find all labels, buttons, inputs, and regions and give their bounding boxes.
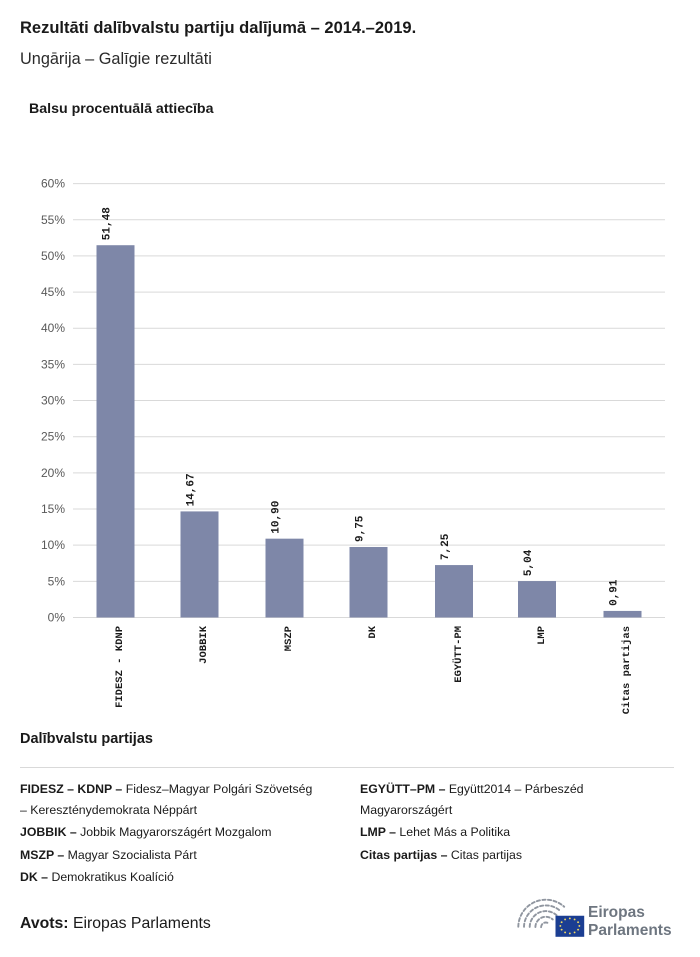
svg-text:10%: 10% xyxy=(41,538,65,552)
svg-text:JOBBIK: JOBBIK xyxy=(198,625,210,664)
svg-text:Citas partijas: Citas partijas xyxy=(621,626,633,714)
svg-text:MSZP: MSZP xyxy=(283,626,295,651)
svg-text:20%: 20% xyxy=(41,466,65,480)
svg-text:25%: 25% xyxy=(41,430,65,444)
svg-text:45%: 45% xyxy=(41,285,65,299)
svg-text:60%: 60% xyxy=(41,177,65,191)
svg-text:EGYÜTT-PM: EGYÜTT-PM xyxy=(452,626,465,683)
svg-text:5%: 5% xyxy=(48,574,66,588)
svg-text:51,48: 51,48 xyxy=(102,207,114,240)
svg-text:7,25: 7,25 xyxy=(440,533,452,560)
svg-text:Parlaments: Parlaments xyxy=(588,922,672,939)
svg-text:55%: 55% xyxy=(41,213,65,227)
svg-text:15%: 15% xyxy=(41,502,65,516)
svg-text:FIDESZ - KDNP: FIDESZ - KDNP xyxy=(114,626,126,708)
svg-text:35%: 35% xyxy=(41,357,65,371)
svg-text:9,75: 9,75 xyxy=(355,515,367,542)
svg-text:40%: 40% xyxy=(41,321,65,335)
svg-text:DK: DK xyxy=(367,625,379,638)
svg-text:5,04: 5,04 xyxy=(523,549,535,576)
svg-text:0%: 0% xyxy=(48,611,66,625)
svg-text:30%: 30% xyxy=(41,394,65,408)
svg-text:10,90: 10,90 xyxy=(271,501,283,534)
svg-text:Eiropas: Eiropas xyxy=(588,904,645,921)
svg-text:50%: 50% xyxy=(41,249,65,263)
svg-text:0,91: 0,91 xyxy=(609,579,621,606)
svg-text:14,67: 14,67 xyxy=(186,473,198,506)
svg-text:LMP: LMP xyxy=(536,626,548,645)
